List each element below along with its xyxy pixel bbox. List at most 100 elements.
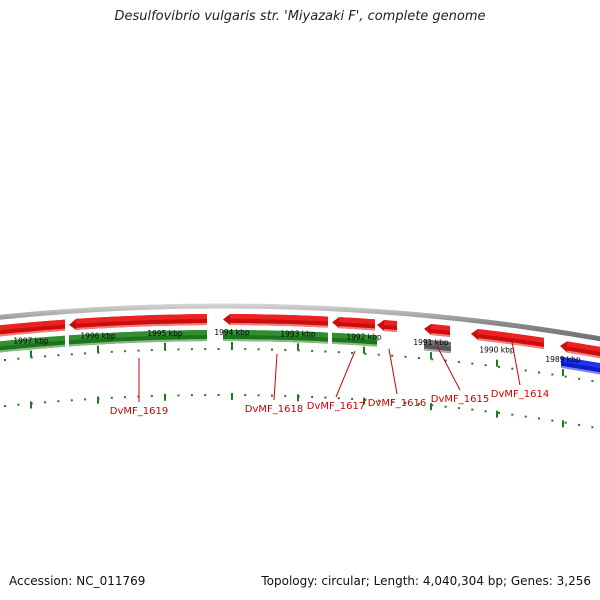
- genome-backbone: [0, 303, 600, 342]
- scale-tick-major: [562, 420, 564, 428]
- scale-dot: [484, 364, 487, 367]
- gene-label: DvMF_1615: [431, 394, 489, 405]
- scale-dot: [417, 403, 420, 405]
- label-leader-line: [511, 341, 521, 386]
- scale-tick-major: [496, 410, 498, 418]
- scale-dot: [337, 397, 340, 400]
- scale-dot: [284, 348, 287, 351]
- scale-dot: [257, 348, 260, 351]
- scale-dot: [404, 355, 407, 358]
- scale-label: 1997 kbp: [13, 337, 49, 346]
- scale-dot: [177, 348, 180, 351]
- scale-dot: [457, 361, 460, 364]
- scale-dot: [150, 349, 153, 352]
- gene-reverse-3: [223, 330, 328, 344]
- scale-dot: [110, 396, 113, 399]
- gene-forward-2: [560, 341, 600, 359]
- scale-label: 1992 kbp: [346, 333, 382, 342]
- scale-dot: [498, 365, 500, 368]
- scale-dot: [351, 397, 354, 400]
- scale-dot: [271, 394, 273, 397]
- gene-dvmf-1615: [424, 324, 450, 337]
- scale-dot: [511, 367, 514, 370]
- scale-dot: [591, 380, 594, 383]
- scale-tick-major: [430, 352, 432, 360]
- scale-dot: [404, 401, 407, 404]
- scale-tick-major: [97, 345, 99, 353]
- scale-dot: [511, 413, 514, 416]
- scale-dot: [471, 408, 474, 411]
- gene-reverse-2: [69, 330, 207, 347]
- scale-dot: [297, 349, 300, 352]
- scale-dot: [57, 400, 60, 403]
- scale-tick-major: [30, 401, 32, 409]
- scale-dot: [70, 399, 73, 402]
- scale-dot: [257, 394, 260, 397]
- gene-dvmf-1619: [69, 314, 207, 330]
- scale-dot: [84, 398, 87, 401]
- gene-dvmf-1614: [471, 329, 544, 349]
- scale-dot: [444, 359, 447, 362]
- scale-dot: [4, 359, 6, 361]
- scale-label: 1993 kbp: [280, 329, 316, 338]
- scale-dot: [324, 350, 327, 353]
- scale-dot: [551, 419, 554, 422]
- scale-dot: [498, 411, 500, 414]
- scale-dot: [284, 394, 287, 397]
- scale-dot: [311, 395, 314, 398]
- gene-label: DvMF_1616: [368, 398, 426, 409]
- scale-dot: [417, 357, 420, 359]
- scale-dot: [57, 354, 60, 357]
- scale-label: 1996 kbp: [80, 332, 116, 341]
- scale-tick-major: [30, 350, 32, 358]
- scale-dot: [444, 405, 447, 408]
- scale-tick-major: [562, 369, 564, 377]
- genome-summary: Topology: circular; Length: 4,040,304 bp…: [261, 574, 591, 588]
- scale-dot: [271, 348, 273, 351]
- scale-dot: [177, 394, 180, 397]
- scale-dot: [217, 348, 220, 350]
- gene-highlighted: [561, 356, 600, 375]
- gene-rna: [424, 339, 451, 354]
- scale-dot: [124, 396, 127, 399]
- scale-dot: [391, 354, 394, 357]
- gene-dvmf-1616: [377, 320, 397, 333]
- gene-dvmf-1618: [223, 314, 328, 328]
- accession-text: Accession: NC_011769: [9, 574, 146, 588]
- scale-dot: [110, 350, 113, 353]
- scale-dot: [324, 396, 327, 399]
- scale-label: 1989 kbp: [545, 355, 581, 364]
- scale-dot: [364, 352, 367, 355]
- scale-dot: [578, 377, 581, 380]
- scale-dot: [17, 357, 20, 360]
- scale-dot: [524, 369, 527, 372]
- scale-dot: [4, 405, 6, 407]
- scale-tick-major: [97, 396, 99, 404]
- scale-dot: [457, 407, 460, 410]
- scale-dot: [377, 399, 380, 402]
- label-leader-line: [335, 350, 356, 398]
- scale-dot: [244, 394, 247, 397]
- scale-tick-major: [496, 359, 498, 367]
- gene-reverse-4: [332, 332, 377, 347]
- gene-label: DvMF_1618: [245, 404, 303, 415]
- scale-dot: [150, 395, 153, 398]
- label-leader-line: [273, 353, 278, 401]
- scale-dot: [217, 394, 220, 396]
- scale-dot: [377, 353, 380, 356]
- gene-dvmf-1617: [332, 317, 375, 331]
- scale-dot: [70, 353, 73, 356]
- label-leader-line: [388, 348, 398, 395]
- scale-dot: [337, 351, 340, 354]
- scale-dot: [471, 362, 474, 365]
- scale-tick-major: [231, 342, 233, 349]
- scale-tick-major: [297, 343, 299, 351]
- scale-tick-major: [363, 397, 365, 405]
- scale-tick-major: [164, 393, 166, 401]
- scale-label: 1994 kbp: [214, 328, 250, 337]
- scale-dot: [391, 400, 394, 403]
- scale-dot: [578, 423, 581, 426]
- scale-dot: [17, 403, 20, 406]
- scale-dot: [551, 373, 554, 376]
